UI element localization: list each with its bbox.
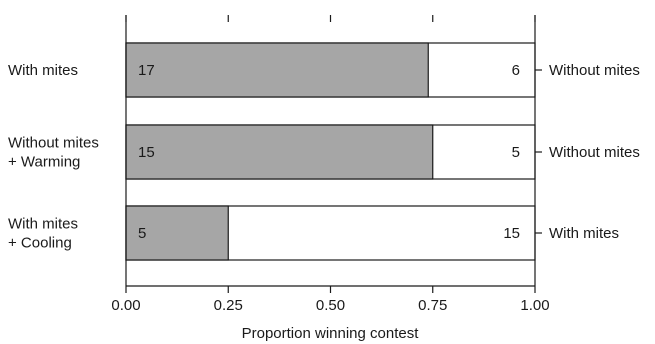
right-label: Without mites — [549, 144, 640, 161]
left-label: Without mites + Warming — [8, 135, 99, 171]
bar-winning-segment — [125, 205, 229, 261]
bar-count-left: 5 — [138, 225, 146, 242]
left-label-line: + Warming — [8, 154, 80, 171]
left-label-line: + Cooling — [8, 235, 72, 252]
bar-count-right: 5 — [512, 144, 520, 161]
bar-count-right: 15 — [503, 225, 520, 242]
x-tick-label: 1.00 — [520, 297, 549, 314]
x-axis-title: Proportion winning contest — [242, 325, 420, 342]
left-label: With mites — [8, 62, 78, 79]
bar-winning-segment — [125, 124, 434, 180]
left-label-line: With mites — [8, 216, 78, 233]
bar-count-left: 15 — [138, 144, 155, 161]
x-tick-label: 0.00 — [111, 297, 140, 314]
x-tick-label: 0.25 — [214, 297, 243, 314]
left-label-line: With mites — [8, 62, 78, 79]
bar-winning-segment — [125, 42, 429, 98]
right-label: Without mites — [549, 62, 640, 79]
right-label: With mites — [549, 225, 619, 242]
x-tick-label: 0.75 — [418, 297, 447, 314]
x-axis-ticks: 0.00 0.25 0.50 0.75 1.00 — [111, 15, 550, 314]
left-label-line: Without mites — [8, 135, 99, 152]
bar-count-left: 17 — [138, 62, 155, 79]
left-label: With mites + Cooling — [8, 216, 78, 252]
x-tick-label: 0.50 — [316, 297, 345, 314]
bars-group: 17 6 15 5 5 15 — [125, 42, 536, 261]
bar-count-right: 6 — [512, 62, 520, 79]
